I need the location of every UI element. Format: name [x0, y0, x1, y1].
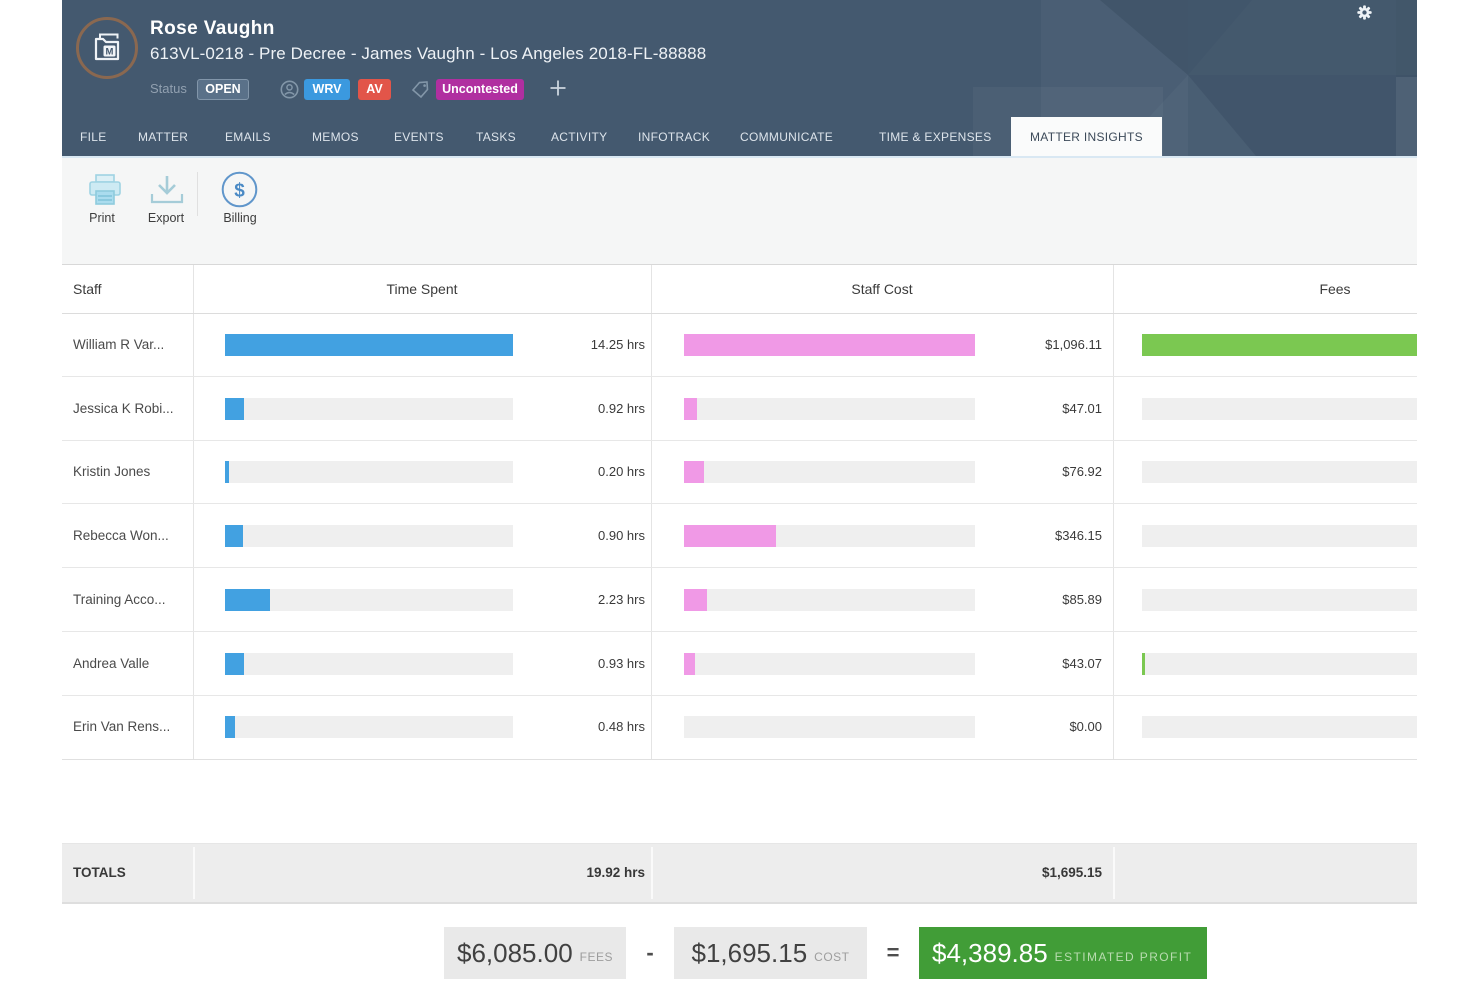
svg-text:M: M [106, 46, 114, 57]
svg-text:$: $ [234, 181, 245, 202]
